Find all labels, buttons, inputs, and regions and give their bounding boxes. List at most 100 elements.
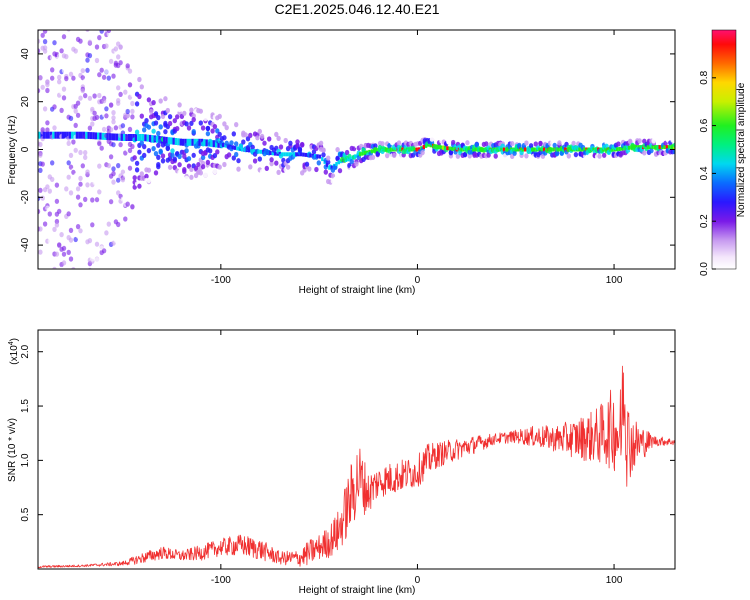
heatmap-cell-229 (83, 93, 88, 99)
heatmap-core-120 (61, 131, 64, 139)
heatmap-cell-472 (139, 84, 144, 90)
heatmap-cell-139 (64, 153, 69, 159)
heatmap-cell-530 (158, 174, 163, 180)
heatmap-core-1249 (538, 147, 541, 152)
heatmap-cell-1188 (500, 143, 505, 149)
heatmap-cell-269 (92, 110, 97, 116)
heatmap-core-76 (52, 131, 55, 139)
heatmap-cell-140 (64, 18, 68, 23)
heatmap-cell-349 (108, 127, 114, 133)
heatmap-cell-780 (259, 133, 265, 139)
heatmap-cell-344 (108, 199, 114, 205)
y-tick-label-40: 40 (20, 48, 31, 60)
heatmap-cell-462 (134, 101, 140, 107)
heatmap-cell-556 (167, 114, 173, 120)
heatmap-core-1221 (521, 147, 524, 152)
heatmap-cell-204 (78, 181, 83, 187)
heatmap-cell-1371 (609, 139, 614, 145)
heatmap-cell-615 (186, 156, 192, 162)
heatmap-cell-220 (83, 0, 87, 2)
snr-x-axis-label: Height of straight line (km) (299, 585, 416, 596)
heatmap-cell-51 (45, 120, 50, 126)
heatmap-core-632 (193, 138, 197, 146)
heatmap-cell-18 (38, 75, 43, 81)
heatmap-cell-1003 (392, 152, 397, 158)
heatmap-core-909 (337, 160, 340, 165)
heatmap-cell-522 (156, 115, 161, 121)
heatmap-core-1325 (583, 147, 586, 152)
heatmap-cell-145 (66, 249, 71, 255)
heatmap-cell-776 (257, 128, 262, 134)
heatmap-cell-828 (288, 140, 293, 146)
heatmap-cell-771 (255, 135, 260, 141)
heatmap-cell-970 (373, 143, 378, 149)
heatmap-cell-181 (74, 25, 78, 30)
heatmap-cell-883 (321, 152, 326, 158)
heatmap-cell-15 (38, 187, 43, 193)
heatmap-cell-468 (137, 183, 142, 189)
heatmap-cell-70 (50, 75, 55, 81)
heatmap-cell-1474 (670, 137, 675, 143)
heatmap-cell-202 (78, 149, 83, 156)
heatmap-cell-215 (80, 68, 86, 74)
heatmap-cell-459 (134, 167, 140, 173)
heatmap-core-1101 (450, 146, 454, 151)
heatmap-cell-358 (111, 115, 116, 121)
colorbar-label: Normalized spectral amplitude (736, 82, 747, 217)
heatmap-core-1097 (448, 146, 451, 151)
heatmap-cell-888 (323, 169, 328, 175)
heatmap-cell-179 (73, 236, 78, 243)
heatmap-cell-554 (165, 107, 170, 114)
heatmap-cell-650 (198, 170, 203, 176)
heatmap-cell-291 (97, 35, 102, 41)
heatmap-core-576 (174, 138, 178, 145)
heatmap-core-905 (335, 162, 338, 166)
heatmap-cell-300 (99, 67, 104, 73)
heatmap-core-285 (97, 132, 100, 140)
heatmap-cell-68 (50, 55, 55, 61)
heatmap-cell-1252 (538, 141, 543, 147)
heatmap-cell-171 (71, 63, 76, 69)
heatmap-cell-1228 (524, 153, 529, 159)
snr-panel: -100 0 100 0.5 1.0 1.5 2.0 Height of straight… (7, 329, 676, 596)
heatmap-core-853 (304, 152, 307, 157)
heatmap-cell-672 (205, 159, 211, 165)
heatmap-cell-532 (158, 149, 163, 155)
heatmap-cell-967 (370, 154, 376, 160)
heatmap-core-1317 (578, 147, 581, 152)
heatmap-cell-278 (94, 257, 100, 263)
heatmap-core-1081 (439, 145, 442, 150)
heatmap-cell-758 (248, 164, 253, 170)
heatmap-cell-379 (116, 190, 121, 196)
heatmap-cell-93 (54, 251, 60, 257)
heatmap-cell-280 (94, 44, 100, 50)
colorbar-tick-label-3: 0.6 (699, 118, 710, 132)
heatmap-cell-580 (175, 114, 180, 120)
heatmap-cell-217 (80, 163, 86, 169)
heatmap-cell-108 (57, 74, 62, 80)
heatmap-core-737 (236, 146, 239, 151)
heatmap-cell-282 (94, 216, 100, 222)
heatmap-cell-311 (101, 126, 107, 132)
heatmap-cell-260 (90, 106, 95, 112)
heatmap-cell-610 (184, 175, 189, 181)
heatmap-core-1341 (592, 147, 595, 152)
heatmap-cell-67 (50, 79, 55, 86)
heatmap-cell-25 (40, 32, 45, 38)
heatmap-cell-394 (118, 44, 123, 50)
heatmap-cell-686 (210, 128, 215, 134)
heatmap-core-395 (120, 133, 123, 141)
heatmap-cell-81 (52, 19, 56, 24)
heatmap-core-186 (75, 131, 79, 139)
y-tick-label--40: -40 (20, 237, 31, 252)
heatmap-cell-312 (101, 74, 107, 80)
heatmap-cell-575 (172, 156, 177, 162)
heatmap-cell-354 (111, 119, 116, 125)
heatmap-core-1293 (564, 147, 567, 152)
spectrogram-y-axis-label: Frequency (Hz) (7, 116, 18, 185)
heatmap-cell-151 (66, 140, 71, 146)
heatmap-core-10 (38, 131, 41, 139)
heatmap-cell-290 (97, 141, 102, 147)
heatmap-core-1257 (542, 147, 546, 152)
heatmap-cell-119 (59, 232, 64, 238)
